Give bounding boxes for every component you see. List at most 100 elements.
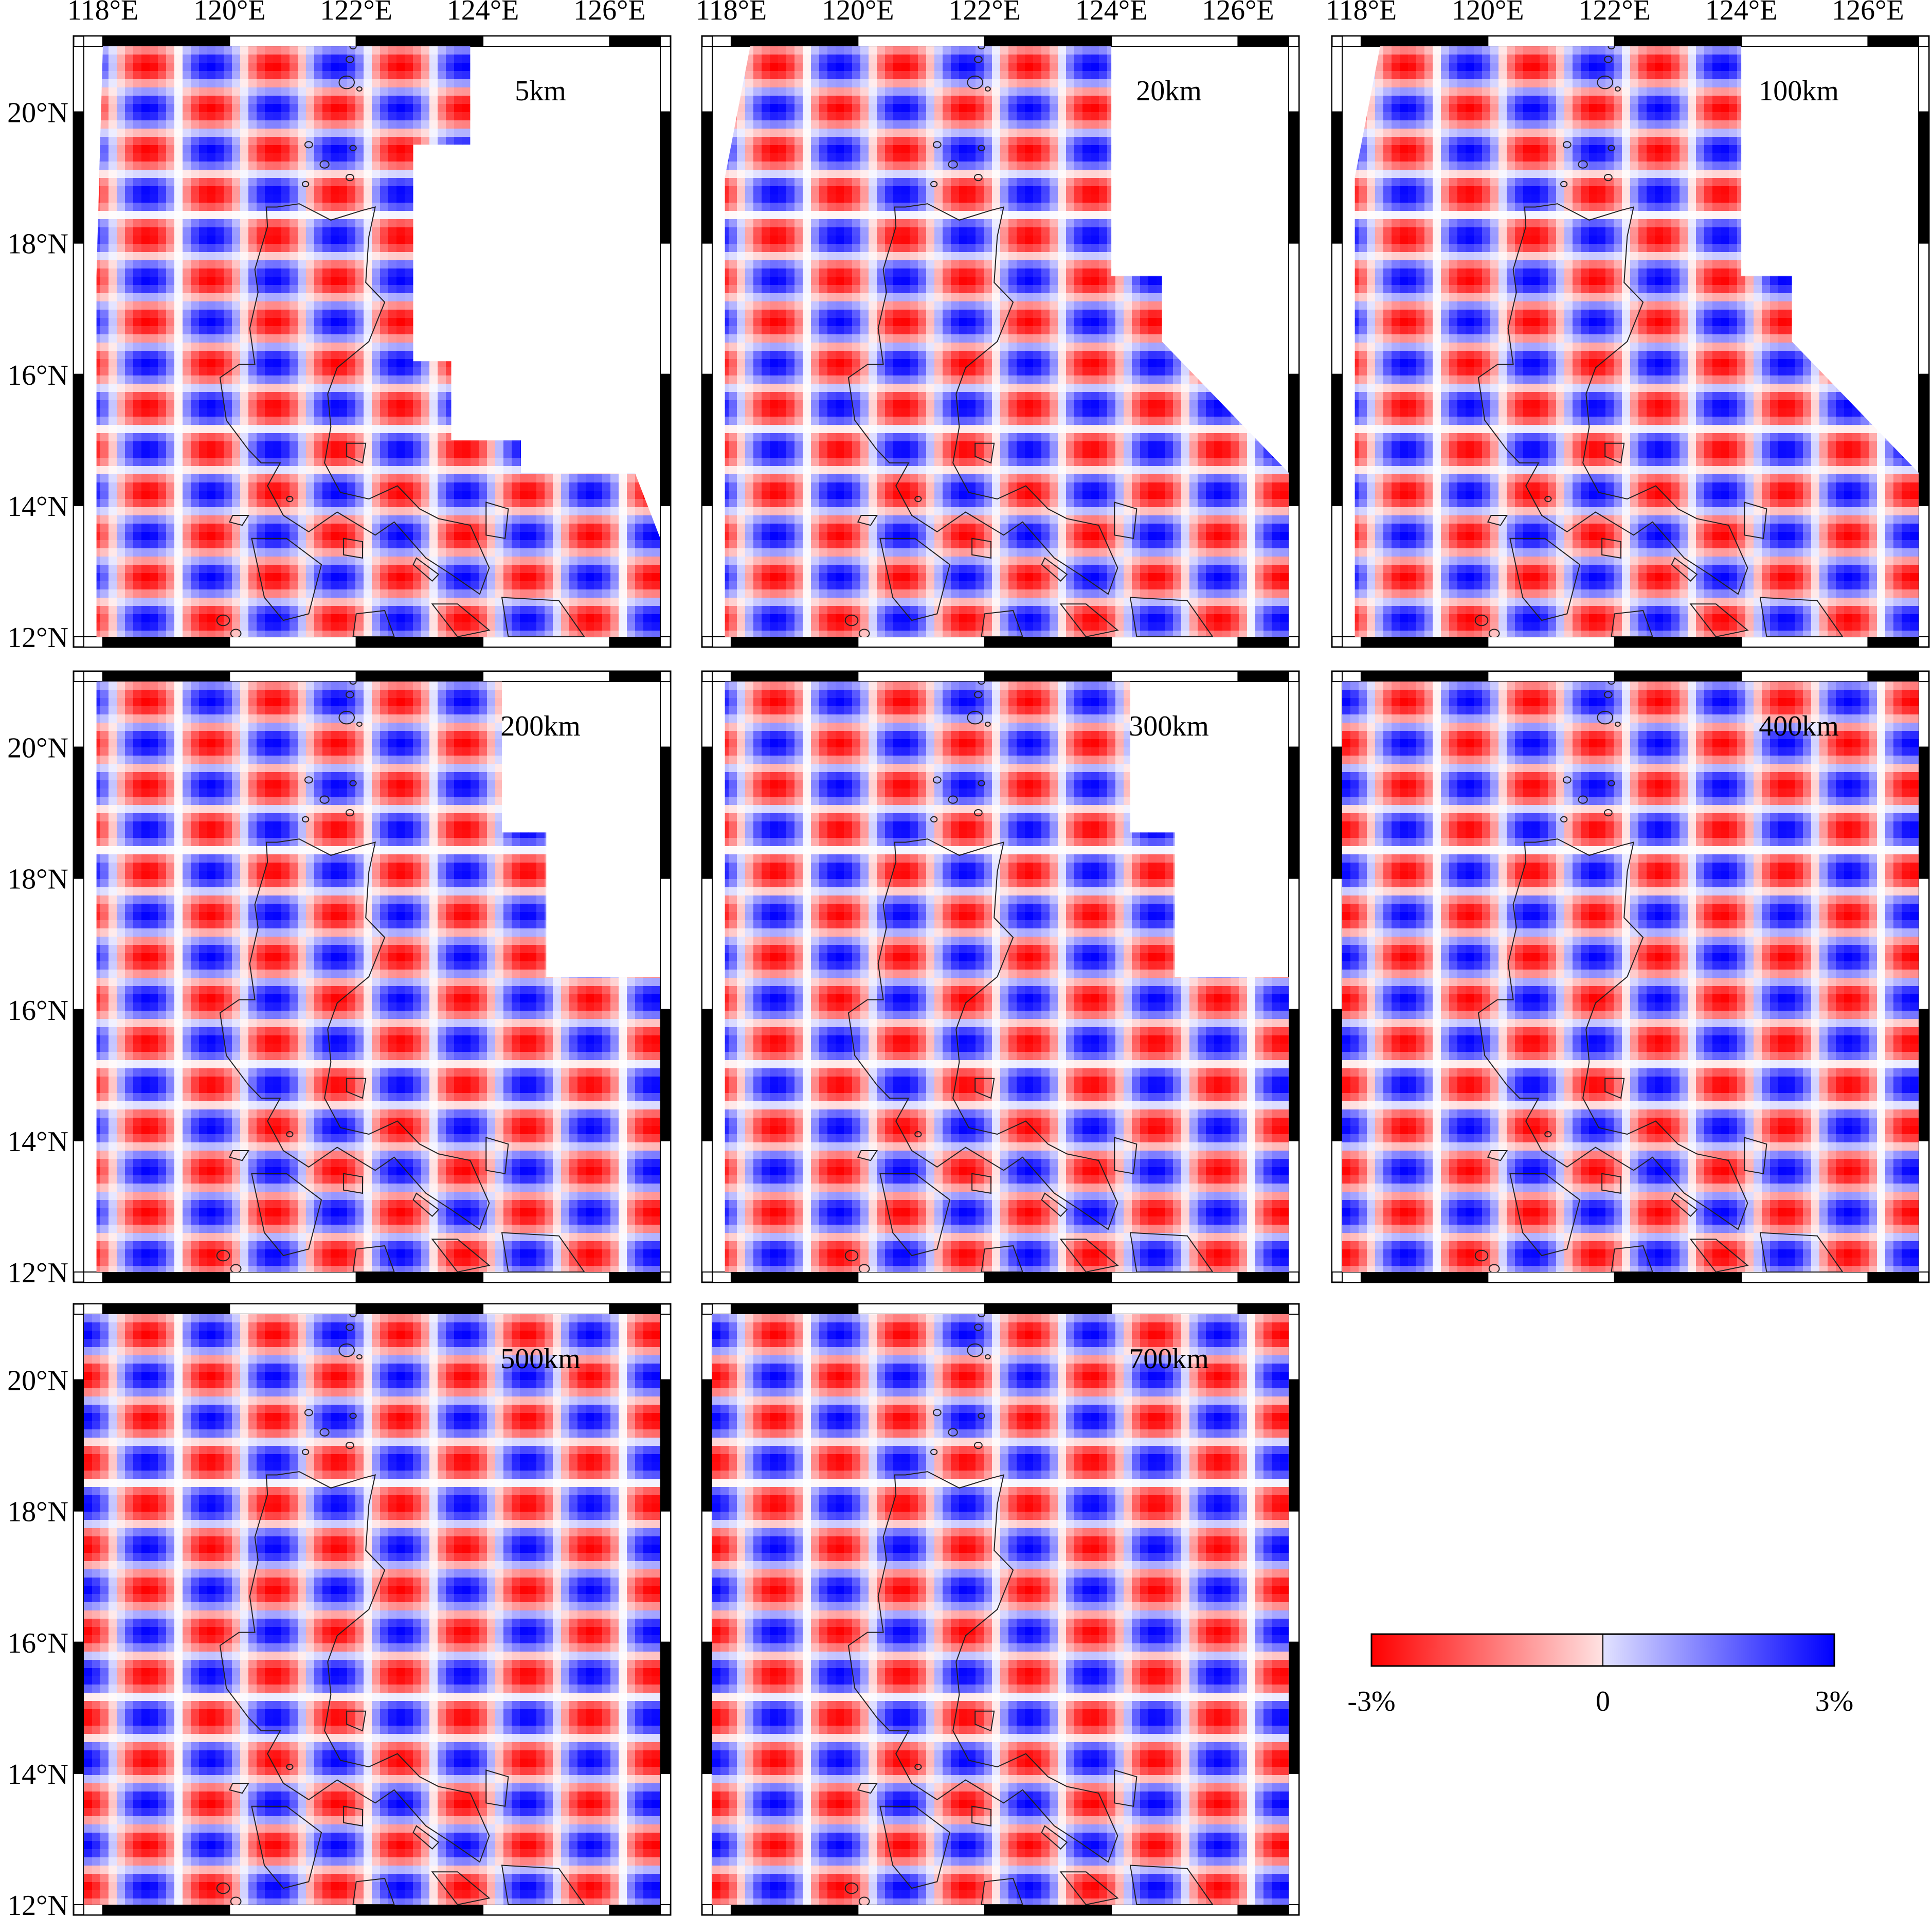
frame-tick [229, 1303, 357, 1315]
frame-tick [1288, 1314, 1299, 1381]
frame-tick [229, 636, 357, 648]
coastline [844, 46, 1214, 637]
frame-tick [482, 1904, 610, 1915]
frame-tick [660, 1379, 671, 1512]
frame-tick [1360, 671, 1489, 682]
frame-tick [1867, 636, 1920, 648]
frame-tick [1867, 671, 1920, 682]
frame-tick [1237, 35, 1290, 47]
frame-tick [102, 35, 230, 47]
lon-tick-label: 126°E [1832, 0, 1904, 26]
frame-tick [712, 35, 732, 47]
frame-tick [355, 35, 484, 47]
velocity-anomaly-field [1342, 682, 1919, 1272]
frame-tick [660, 1140, 671, 1273]
lat-tick-label: 16°N [7, 360, 68, 391]
lat-tick-label: 20°N [7, 97, 68, 129]
frame-tick [701, 1510, 713, 1643]
frame-tick [712, 636, 732, 648]
map-panel: 300km [701, 670, 1300, 1283]
frame-tick [355, 1271, 484, 1283]
lon-tick-label: 120°E [193, 0, 266, 26]
frame-tick [660, 1314, 671, 1381]
frame-tick [102, 1303, 230, 1315]
frame-tick [1331, 877, 1343, 1010]
frame-tick [730, 1303, 859, 1315]
coastline [1474, 682, 1844, 1272]
frame-tick [1331, 111, 1343, 244]
frame-tick [1288, 505, 1299, 638]
frame-tick [1918, 877, 1929, 1010]
frame-tick [73, 505, 84, 638]
frame-tick [83, 636, 103, 648]
frame-tick [1237, 636, 1290, 648]
frame-tick [73, 681, 84, 748]
lat-tick-label: 12°N [7, 622, 68, 654]
frame-tick [355, 1904, 484, 1915]
frame-tick [1288, 373, 1299, 506]
depth-label: 500km [500, 1343, 581, 1375]
lon-tick-label: 122°E [320, 0, 392, 26]
frame-tick [1111, 1303, 1239, 1315]
frame-tick [83, 671, 103, 682]
frame-tick [701, 1772, 713, 1906]
map-panel: 20km 118°E 120°E 122°E 124°E 126°E [696, 0, 1300, 648]
lon-tick-label: 122°E [1578, 0, 1651, 26]
frame-tick [701, 1140, 713, 1273]
frame-tick [355, 671, 484, 682]
frame-tick [102, 636, 230, 648]
frame-tick [660, 373, 671, 506]
frame-tick [102, 1904, 230, 1915]
frame-tick [609, 1904, 661, 1915]
frame-tick [73, 1772, 84, 1906]
frame-tick [1288, 1641, 1299, 1774]
lat-tick-label: 14°N [7, 1759, 68, 1790]
frame-tick [1288, 877, 1299, 1010]
frame-tick [1288, 681, 1299, 748]
frame-tick [609, 636, 661, 648]
lat-tick-label: 16°N [7, 995, 68, 1027]
frame-tick [1741, 636, 1869, 648]
frame-tick [1237, 1271, 1290, 1283]
frame-tick [1741, 1271, 1869, 1283]
frame-tick [712, 1303, 732, 1315]
frame-tick [660, 46, 671, 113]
colorbar: -3% 0 3% [1347, 1633, 1854, 1717]
depth-label: 100km [1759, 75, 1839, 107]
frame-tick [1614, 671, 1742, 682]
frame-tick [701, 1641, 713, 1774]
lon-tick-label: 124°E [1075, 0, 1148, 26]
depth-label: 20km [1136, 75, 1202, 107]
frame-tick [1111, 1271, 1239, 1283]
frame-tick [83, 1303, 103, 1315]
colorbar-label-max: 3% [1815, 1686, 1854, 1717]
frame-tick [1741, 35, 1869, 47]
coastline [1474, 46, 1844, 637]
map-panel: 500km 20°N 18°N 16°N 14°N 12°N [7, 1303, 672, 1917]
frame-tick [1360, 35, 1489, 47]
frame-tick [1331, 373, 1343, 506]
frame-tick [73, 1510, 84, 1643]
frame-tick [730, 1271, 859, 1283]
frame-tick [73, 373, 84, 506]
frame-tick [660, 111, 671, 244]
lon-tick-label: 126°E [573, 0, 646, 26]
frame-tick [712, 671, 732, 682]
frame-tick [1342, 671, 1362, 682]
frame-tick [660, 1510, 671, 1643]
frame-tick [1288, 1510, 1299, 1643]
frame-tick [482, 1271, 610, 1283]
lat-tick-label: 12°N [7, 1257, 68, 1289]
lat-tick-label: 14°N [7, 1126, 68, 1158]
frame-tick [730, 636, 859, 648]
lat-tick-label: 18°N [7, 864, 68, 895]
map-panel: 5km 118°E 120°E 122°E 124°E 126°E 20°N 18°N 16°N… [7, 0, 672, 654]
lat-tick-label: 18°N [7, 1496, 68, 1528]
frame-tick [701, 746, 713, 879]
frame-tick [660, 1772, 671, 1906]
lat-tick-label: 20°N [7, 732, 68, 764]
frame-tick [1614, 636, 1742, 648]
frame-tick [1918, 1140, 1929, 1273]
frame-tick [701, 681, 713, 748]
frame-tick [660, 746, 671, 879]
